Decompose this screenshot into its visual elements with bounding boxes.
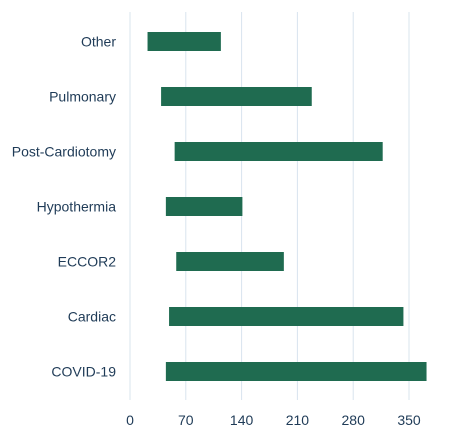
x-tick-label-70: 70 [178, 412, 194, 428]
bar-covid-19 [165, 362, 427, 381]
category-label-eccor2: ECCOR2 [58, 254, 117, 270]
category-label-pulmonary: Pulmonary [49, 89, 116, 105]
bar-hypothermia [165, 197, 243, 216]
bars [147, 32, 427, 381]
x-tick-label-280: 280 [342, 412, 366, 428]
x-tick-label-0: 0 [126, 412, 134, 428]
bar-post-cardiotomy [174, 142, 383, 161]
x-axis-tick-labels: 0 70 140 210 280 350 [126, 412, 421, 428]
x-tick-label-140: 140 [230, 412, 254, 428]
category-label-covid-19: COVID-19 [51, 364, 116, 380]
x-tick-label-350: 350 [397, 412, 421, 428]
bar-other [147, 32, 221, 51]
category-label-hypothermia: Hypothermia [37, 199, 117, 215]
category-labels: Other Pulmonary Post-Cardiotomy Hypothermia… [12, 34, 117, 380]
category-label-other: Other [81, 34, 116, 50]
category-label-cardiac: Cardiac [68, 309, 116, 325]
category-label-post-cardiotomy: Post-Cardiotomy [12, 144, 116, 160]
x-tick-label-210: 210 [286, 412, 310, 428]
bar-eccor2 [176, 252, 284, 271]
bar-pulmonary [161, 87, 312, 106]
bar-cardiac [169, 307, 404, 326]
